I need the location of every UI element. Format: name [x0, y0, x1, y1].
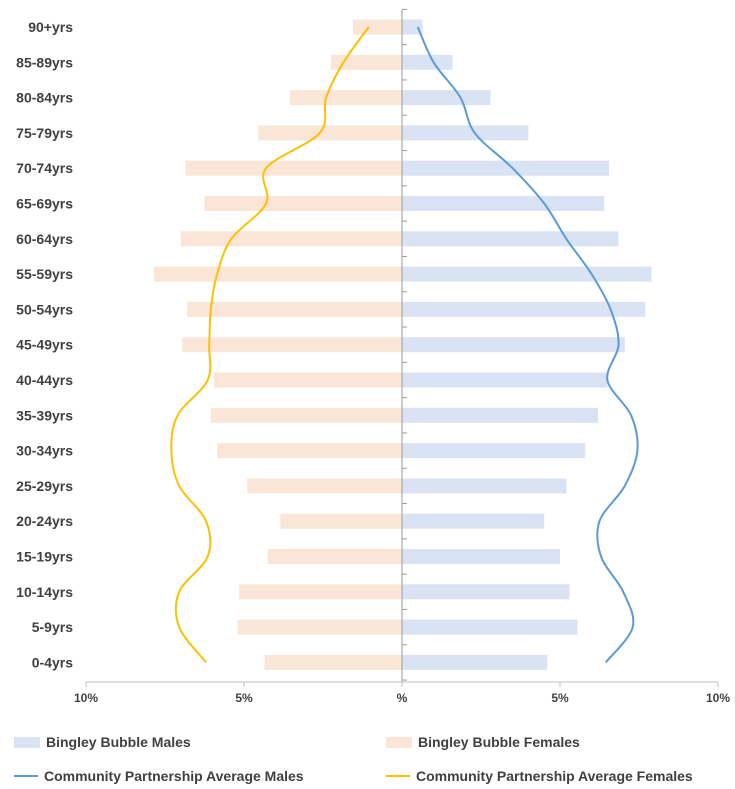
x-tick-label: 10% [74, 691, 98, 705]
legend-swatch [386, 736, 412, 748]
bar-male-70-74yrs [402, 160, 609, 176]
category-label: 25-29yrs [16, 478, 73, 494]
average-lines [170, 26, 639, 664]
legend-label: Bingley Bubble Males [46, 734, 191, 750]
category-label: 20-24yrs [16, 513, 73, 529]
bar-female-40-44yrs [213, 372, 402, 388]
x-tick-label: 5% [235, 691, 253, 705]
bar-female-15-19yrs [267, 549, 402, 564]
category-label: 70-74yrs [16, 160, 73, 176]
bar-male-30-34yrs [402, 443, 586, 459]
category-label: 85-89yrs [16, 54, 73, 70]
bar-female-70-74yrs [185, 160, 402, 176]
bar-female-30-34yrs [217, 443, 402, 459]
line-females-average [170, 26, 370, 664]
category-label: 80-84yrs [16, 90, 73, 106]
category-label: 5-9yrs [32, 619, 73, 635]
bar-female-65-69yrs [204, 196, 402, 211]
category-label: 90+yrs [28, 19, 73, 35]
bar-male-15-19yrs [402, 549, 560, 564]
bar-female-90+yrs [353, 19, 402, 35]
bar-female-85-89yrs [330, 54, 402, 70]
x-tick-label: % [397, 691, 408, 705]
bar-male-80-84yrs [402, 90, 491, 106]
bar-male-0-4yrs [402, 654, 548, 670]
bar-female-50-54yrs [187, 301, 402, 317]
bar-male-20-24yrs [402, 513, 545, 529]
category-label: 65-69yrs [16, 196, 73, 212]
x-tick-label: 5% [551, 691, 569, 705]
bar-male-10-14yrs [402, 584, 570, 600]
legend-item-males-bar: Bingley Bubble Males [14, 734, 191, 750]
category-label: 35-39yrs [16, 407, 73, 423]
bar-female-5-9yrs [237, 619, 402, 635]
bar-female-35-39yrs [210, 407, 402, 423]
category-labels: 0-4yrs 5-9yrs 10-14yrs 15-19yrs 20-24yrs 25-2… [16, 19, 73, 670]
legend-swatch [14, 775, 38, 777]
bar-male-35-39yrs [402, 407, 598, 423]
x-tick-label: 10% [706, 691, 730, 705]
chart-legend: Bingley Bubble Males Bingley Bubble Fema… [0, 726, 735, 789]
bar-female-0-4yrs [264, 654, 402, 670]
legend-swatch [386, 775, 410, 777]
bar-male-60-64yrs [402, 231, 619, 247]
bar-male-55-59yrs [402, 266, 652, 282]
category-label: 60-64yrs [16, 231, 73, 247]
legend-label: Community Partnership Average Females [416, 768, 693, 784]
female-bars [153, 19, 402, 670]
bar-male-90+yrs [402, 19, 423, 35]
legend-swatch [14, 736, 40, 748]
population-pyramid-chart: 10% 5%% 5% 10% 0-4yrs 5-9yrs 10-14yrs 15-19yrs… [16, 8, 730, 705]
bar-female-20-24yrs [280, 513, 402, 529]
legend-item-females-bar: Bingley Bubble Females [386, 734, 580, 750]
bar-female-80-84yrs [289, 90, 402, 106]
legend-label: Bingley Bubble Females [418, 734, 580, 750]
legend-item-males-line: Community Partnership Average Males [14, 768, 304, 784]
category-label: 55-59yrs [16, 266, 73, 282]
bar-female-45-49yrs [182, 337, 402, 353]
bar-female-25-29yrs [247, 478, 402, 494]
category-label: 40-44yrs [16, 372, 73, 388]
bar-male-25-29yrs [402, 478, 567, 494]
category-label: 45-49yrs [16, 337, 73, 353]
category-label: 50-54yrs [16, 301, 73, 317]
legend-label: Community Partnership Average Males [44, 768, 304, 784]
line-males-average [416, 26, 639, 664]
bar-female-75-79yrs [258, 125, 402, 141]
category-label: 10-14yrs [16, 584, 73, 600]
category-label: 30-34yrs [16, 443, 73, 459]
bar-male-75-79yrs [402, 125, 529, 141]
category-label: 15-19yrs [16, 549, 73, 565]
chart-axes: 10% 5%% 5% 10% [74, 8, 730, 705]
bar-female-10-14yrs [239, 584, 402, 600]
male-bars [402, 19, 652, 670]
legend-item-females-line: Community Partnership Average Females [386, 768, 693, 784]
bar-male-40-44yrs [402, 372, 608, 388]
bar-male-45-49yrs [402, 337, 625, 353]
category-label: 0-4yrs [32, 654, 73, 670]
bar-female-60-64yrs [180, 231, 402, 247]
bar-female-55-59yrs [153, 266, 402, 282]
bar-male-50-54yrs [402, 301, 646, 317]
bar-male-85-89yrs [402, 54, 453, 70]
category-label: 75-79yrs [16, 125, 73, 141]
bar-male-65-69yrs [402, 196, 605, 211]
bar-male-5-9yrs [402, 619, 578, 635]
